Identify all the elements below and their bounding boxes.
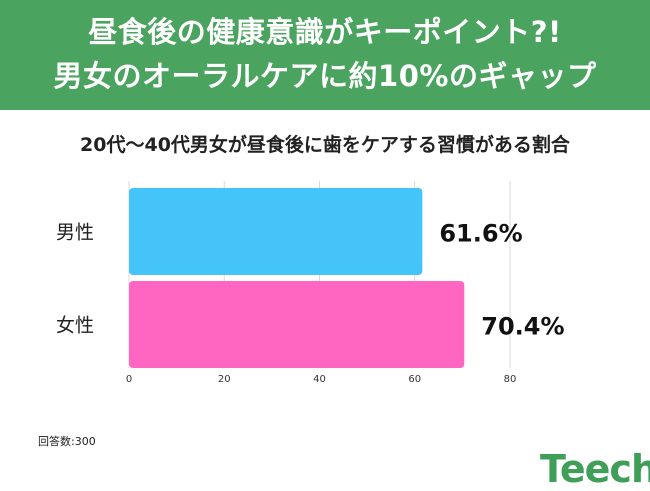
- x-tick-label: 40: [313, 374, 326, 385]
- category-label: 女性: [56, 315, 94, 337]
- x-tick-label: 60: [408, 374, 421, 385]
- teech-logo: Teech: [540, 447, 650, 491]
- x-tick-label: 20: [218, 374, 231, 385]
- headline-line-2: 男女のオーラルケアに約10%のギャップ: [53, 59, 597, 93]
- chart-title: 20代〜40代男女が昼食後に歯をケアする習慣がある割合: [80, 134, 570, 156]
- value-label: 70.4%: [481, 313, 564, 341]
- x-tick-label: 80: [504, 374, 517, 385]
- header-banner: 昼食後の健康意識がキーポイント?! 男女のオーラルケアに約10%のギャップ: [0, 0, 650, 110]
- bar-male: [129, 188, 423, 275]
- x-tick-label: 0: [126, 374, 132, 385]
- headline-line-1: 昼食後の健康意識がキーポイント?!: [88, 15, 562, 49]
- bar-female: [129, 281, 465, 368]
- category-label: 男性: [56, 222, 94, 244]
- bar-chart: 男性 61.6% 女性 70.4% 0 20 40 60 80: [56, 181, 565, 385]
- value-label: 61.6%: [439, 220, 522, 248]
- respondent-count: 回答数:300: [38, 435, 96, 448]
